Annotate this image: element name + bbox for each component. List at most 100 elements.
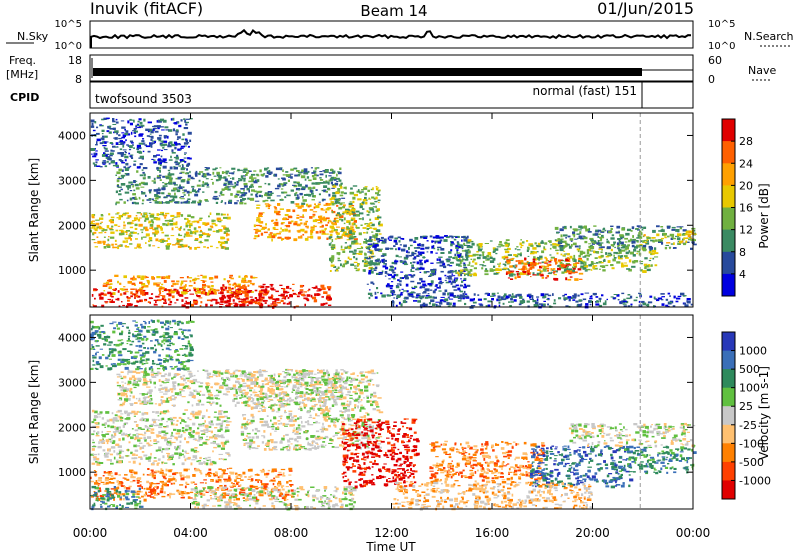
- heatmap-cell: [227, 280, 230, 284]
- heatmap-cell: [186, 181, 190, 184]
- heatmap-cell: [541, 265, 546, 267]
- heatmap-cell: [112, 246, 114, 249]
- heatmap-cell: [205, 200, 209, 202]
- heatmap-cell: [419, 262, 424, 266]
- heatmap-cell: [508, 301, 511, 303]
- heatmap-cell: [554, 226, 559, 230]
- heatmap-cell: [242, 198, 247, 200]
- heatmap-cell: [101, 129, 105, 132]
- heatmap-cell: [128, 181, 133, 184]
- heatmap-cell: [204, 168, 209, 171]
- heatmap-cell: [439, 285, 441, 288]
- heatmap-cell: [438, 290, 442, 292]
- heatmap-cell: [629, 295, 633, 299]
- heatmap-cell: [205, 428, 209, 432]
- heatmap-cell: [527, 255, 530, 257]
- heatmap-cell: [189, 170, 191, 174]
- heatmap-cell: [124, 151, 127, 153]
- heatmap-cell: [113, 246, 118, 249]
- heatmap-cell: [217, 435, 222, 438]
- heatmap-cell: [410, 244, 413, 247]
- heatmap-cell: [417, 282, 421, 285]
- heatmap-cell: [317, 288, 321, 290]
- heatmap-cell: [238, 275, 241, 278]
- heatmap-cell: [630, 230, 633, 232]
- heatmap-cell: [549, 259, 553, 261]
- heatmap-cell: [507, 277, 510, 279]
- heatmap-cell: [162, 448, 165, 451]
- heatmap-cell: [223, 216, 228, 219]
- heatmap-cell: [420, 285, 423, 287]
- heatmap-cell: [325, 208, 330, 211]
- heatmap-cell: [418, 296, 422, 299]
- heatmap-cell: [566, 260, 571, 262]
- heatmap-cell: [167, 418, 170, 421]
- heatmap-cell: [350, 187, 353, 190]
- heatmap-cell: [262, 212, 265, 214]
- heatmap-cell: [334, 229, 338, 231]
- heatmap-cell: [131, 282, 136, 286]
- heatmap-cell: [577, 229, 582, 231]
- heatmap-cell: [162, 223, 166, 226]
- heatmap-cell: [220, 425, 223, 427]
- heatmap-cell: [342, 265, 345, 268]
- heatmap-cell: [102, 163, 106, 165]
- heatmap-cell: [136, 144, 141, 148]
- heatmap-cell: [178, 452, 182, 454]
- heatmap-cell: [222, 444, 226, 448]
- heatmap-cell: [579, 237, 583, 239]
- heatmap-cell: [368, 239, 373, 242]
- heatmap-cell: [467, 249, 470, 251]
- heatmap-cell: [153, 299, 158, 301]
- heatmap-cell: [421, 295, 426, 297]
- heatmap-cell: [101, 417, 104, 420]
- heatmap-cell: [627, 239, 631, 243]
- heatmap-cell: [215, 247, 219, 249]
- heatmap-cell: [421, 286, 426, 289]
- heatmap-cell: [465, 254, 470, 258]
- heatmap-cell: [616, 261, 621, 264]
- heatmap-cell: [459, 271, 463, 274]
- heatmap-cell: [306, 225, 309, 229]
- heatmap-cell: [146, 215, 149, 217]
- heatmap-cell: [564, 293, 567, 296]
- heatmap-cell: [183, 194, 186, 196]
- heatmap-cell: [429, 289, 433, 291]
- heatmap-cell: [163, 426, 167, 429]
- heatmap-cell: [654, 264, 658, 267]
- heatmap-cell: [95, 457, 100, 461]
- heatmap-cell: [310, 379, 314, 383]
- heatmap-cell: [583, 225, 587, 229]
- heatmap-cell: [106, 282, 110, 285]
- heatmap-cell: [204, 182, 209, 186]
- heatmap-cell: [223, 182, 227, 185]
- heatmap-cell: [280, 299, 284, 302]
- heatmap-cell: [528, 293, 532, 295]
- heatmap-cell: [430, 299, 435, 303]
- heatmap-cell: [650, 239, 655, 242]
- heatmap-cell: [657, 297, 663, 300]
- heatmap-cell: [137, 120, 140, 123]
- heatmap-cell: [139, 287, 142, 291]
- heatmap-cell: [256, 430, 261, 433]
- heatmap-cell: [131, 453, 136, 456]
- heatmap-cell: [226, 304, 231, 307]
- heatmap-cell: [222, 246, 227, 248]
- heatmap-cell: [413, 241, 417, 243]
- heatmap-cell: [330, 264, 335, 267]
- heatmap-cell: [312, 389, 318, 393]
- heatmap-cell: [224, 441, 227, 445]
- heatmap-cell: [676, 297, 681, 300]
- heatmap-cell: [108, 227, 113, 230]
- heatmap-cell: [166, 176, 170, 179]
- heatmap-cell: [467, 239, 472, 242]
- heatmap-cell: [369, 222, 373, 224]
- heatmap-cell: [125, 167, 130, 170]
- heatmap-cell: [343, 186, 347, 189]
- heatmap-cell: [343, 217, 346, 221]
- heatmap-cell: [276, 301, 281, 304]
- heatmap-cell: [413, 274, 416, 277]
- heatmap-cell: [645, 266, 650, 268]
- freq-strip: Freq. [MHz] 18 8 60 0 Nave: [6, 54, 776, 86]
- heatmap-cell: [134, 135, 137, 138]
